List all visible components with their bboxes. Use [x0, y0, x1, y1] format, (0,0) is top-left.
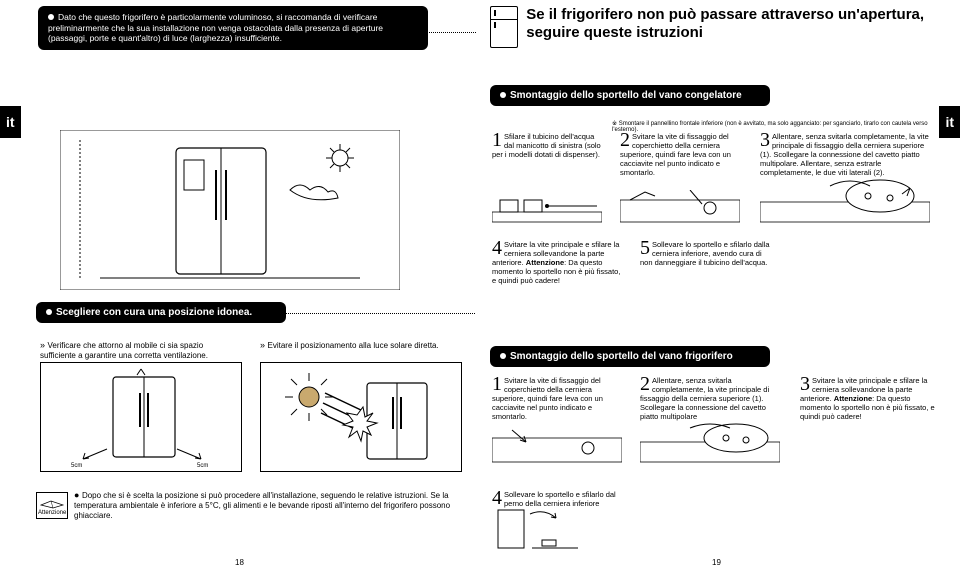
- bullet-icon: [500, 92, 506, 98]
- section1-title: Smontaggio dello sportello del vano cong…: [510, 90, 742, 101]
- lang-tab-right: it: [939, 106, 960, 138]
- bullet-icon: »: [40, 340, 48, 350]
- s1-step3: 3Allentare, senza svitarla completamente…: [760, 132, 930, 177]
- s2-step3-text: Svitare la vite principale e sfilare la …: [800, 376, 935, 421]
- tip1-text: Verificare che attorno al mobile ci sia …: [40, 341, 208, 360]
- svg-text:5cm: 5cm: [197, 463, 208, 469]
- tip2-text: Evitare il posizionamento alla luce sola…: [268, 341, 439, 350]
- s1-step5-text: Sollevare lo sportello e sfilarlo dalla …: [640, 240, 770, 267]
- bullet-icon: [500, 353, 506, 359]
- bullet-icon: [48, 14, 54, 20]
- s1-step4-text: Svitare la vite principale e sfilare la …: [492, 240, 620, 285]
- s2-illus2: [640, 420, 780, 464]
- step-number: 1: [492, 132, 502, 148]
- s2-step3: 3Svitare la vite principale e sfilare la…: [800, 376, 935, 421]
- dotted-connector: [416, 32, 476, 33]
- dotted-connector-2: [280, 313, 475, 314]
- top-warning-text: Dato che questo frigorifero è particolar…: [48, 12, 383, 43]
- step-number: 4: [492, 490, 502, 506]
- svg-text:5cm: 5cm: [71, 463, 82, 469]
- page-num-right: 19: [712, 558, 721, 567]
- caution-body: Dopo che si è scelta la posizione si può…: [74, 491, 450, 520]
- top-right-title-block: Se il frigorifero non può passare attrav…: [490, 6, 935, 48]
- top-right-title: Se il frigorifero non può passare attrav…: [526, 6, 926, 42]
- s2-step1: 1Svitare la vite di fissaggio del coperc…: [492, 376, 622, 421]
- s2-illus1: [492, 426, 622, 464]
- step-number: 2: [640, 376, 650, 392]
- choose-position-header: Scegliere con cura una posizione idonea.: [36, 302, 286, 323]
- s1-step1: 1Sfilare il tubicino dell'acqua dal mani…: [492, 132, 602, 159]
- step-number: 5: [640, 240, 650, 256]
- fridge-icon: [490, 6, 518, 48]
- s1-step4: 4Svitare la vite principale e sfilare la…: [492, 240, 622, 285]
- bullet-icon: [46, 309, 52, 315]
- s1-step3-text: Allentare, senza svitarla completamente,…: [760, 132, 929, 177]
- caution-label-box: Attenzione: [36, 492, 68, 519]
- s2-step1-text: Svitare la vite di fissaggio del coperch…: [492, 376, 603, 421]
- tip1: » Verificare che attorno al mobile ci si…: [40, 340, 240, 361]
- s2-step2: 2Allentare, senza svitarla completamente…: [640, 376, 780, 421]
- s1-illus3: [760, 176, 930, 224]
- s2-step2-text: Allentare, senza svitarla completamente,…: [640, 376, 769, 421]
- tip2-illus: [260, 362, 462, 472]
- s1-step2: 2Svitare la vite di fissaggio del coperc…: [620, 132, 740, 177]
- step-number: 2: [620, 132, 630, 148]
- caution-text: ● Dopo che si è scelta la posizione si p…: [74, 490, 464, 521]
- s2-illus4: [492, 506, 582, 550]
- step-number: 3: [760, 132, 770, 148]
- s1-illus2: [620, 190, 740, 224]
- tip2: » Evitare il posizionamento alla luce so…: [260, 340, 470, 351]
- step-number: 1: [492, 376, 502, 392]
- tip1-illus: 5cm 5cm: [40, 362, 242, 472]
- page-num-left: 18: [235, 558, 244, 567]
- step-number: 4: [492, 240, 502, 256]
- lang-tab-left: it: [0, 106, 21, 138]
- s1-step5: 5Sollevare lo sportello e sfilarlo dalla…: [640, 240, 770, 267]
- top-warning-box: Dato che questo frigorifero è particolar…: [38, 6, 428, 50]
- section2-title: Smontaggio dello sportello del vano frig…: [510, 351, 733, 362]
- section1-header: Smontaggio dello sportello del vano cong…: [490, 85, 770, 106]
- bullet-icon: ●: [74, 490, 82, 500]
- book-icon: [39, 495, 65, 509]
- section2-header: Smontaggio dello sportello del vano frig…: [490, 346, 770, 367]
- choose-position-text: Scegliere con cura una posizione idonea.: [56, 307, 252, 318]
- s1-step2-text: Svitare la vite di fissaggio del coperch…: [620, 132, 731, 177]
- s1-illus1: [492, 190, 602, 224]
- caution-label-text: Attenzione: [38, 510, 66, 516]
- s1-step1-text: Sfilare il tubicino dell'acqua dal manic…: [492, 132, 601, 159]
- step-number: 3: [800, 376, 810, 392]
- bullet-icon: »: [260, 340, 268, 350]
- big-fridge-illus: [60, 130, 400, 290]
- s1-illus5: [640, 280, 730, 302]
